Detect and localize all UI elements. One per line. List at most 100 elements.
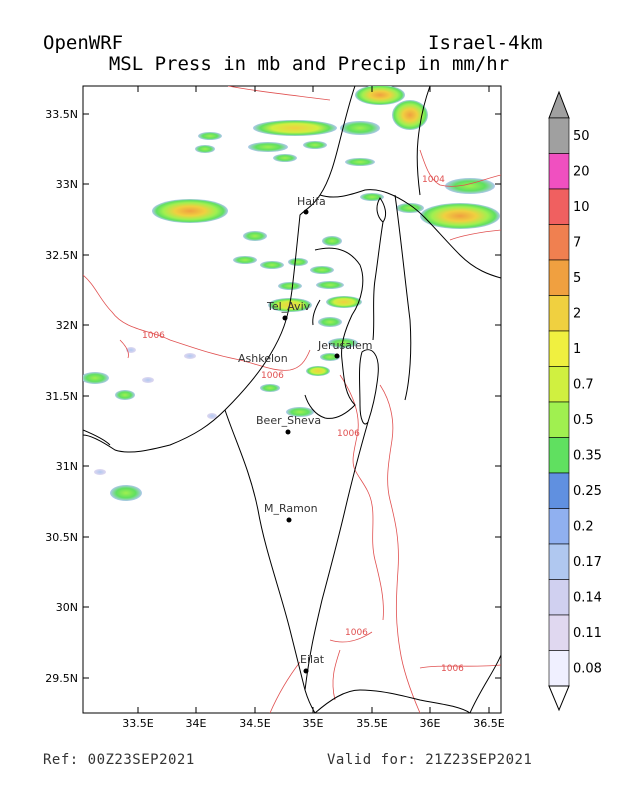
- lat-tick-label: 32N: [56, 319, 78, 332]
- colorbar-swatch: [548, 153, 570, 190]
- gulf-of-aqaba: [314, 689, 471, 713]
- chart-title: MSL Press in mb and Precip in mm/hr: [108, 53, 510, 75]
- colorbar-swatch: [548, 295, 570, 332]
- city-label-ashkelon: Ashkelon: [238, 352, 288, 365]
- precip-cell: [286, 407, 314, 417]
- lat-tick-label: 30.5N: [45, 531, 78, 544]
- lat-tick-label: 31.5N: [45, 390, 78, 403]
- precip-cells: [83, 86, 500, 501]
- nile-delta-coast: [83, 429, 111, 446]
- lon-tick-label: 33.5E: [122, 717, 153, 730]
- precip-cell: [83, 372, 109, 384]
- precip-cell: [243, 231, 267, 241]
- colorbar-swatch: [548, 330, 570, 367]
- colorbar-swatch: [548, 188, 570, 225]
- precip-cell: [278, 282, 302, 290]
- precip-cell: [303, 141, 327, 149]
- lon-tick-label: 35E: [303, 717, 324, 730]
- city-label-m-ramon: M_Ramon: [264, 502, 318, 515]
- precip-cell: [326, 296, 362, 308]
- precip-cell: [420, 203, 500, 229]
- lat-tick-label: 32.5N: [45, 249, 78, 262]
- precip-cell: [198, 132, 222, 140]
- colorbar-level-label: 0.25: [573, 484, 602, 499]
- precip-cell: [142, 377, 154, 383]
- city-dot-jerusalem: [334, 353, 340, 359]
- isobar-north: [227, 86, 331, 101]
- lon-tick-label: 36.5E: [473, 717, 504, 730]
- isobar-1006-valley-east: [379, 384, 421, 713]
- colorbar-level-label: 1: [573, 342, 581, 357]
- city-label-haifa: Haifa: [297, 195, 326, 208]
- lebanon-syria-border: [416, 86, 431, 196]
- coastlines-borders: [83, 86, 501, 713]
- precip-cell: [360, 193, 384, 201]
- colorbar-swatch: [548, 472, 570, 509]
- lat-tick-label: 31N: [56, 460, 78, 473]
- isobar-1006-south: [329, 631, 373, 643]
- sinai-border: [224, 409, 316, 713]
- city-label-beer-sheva: Beer_Sheva: [256, 414, 321, 427]
- jordan-river: [372, 221, 384, 341]
- arava-border: [304, 421, 369, 691]
- northern-border: [319, 189, 501, 279]
- precip-cell: [306, 366, 330, 376]
- precip-cell: [248, 142, 288, 152]
- colorbar-swatch: [548, 366, 570, 403]
- domain-title: Israel-4km: [428, 32, 543, 54]
- pressure-contours: [83, 86, 501, 713]
- lon-tick-label: 34.5E: [239, 717, 270, 730]
- precip-cell: [253, 120, 337, 136]
- colorbar-level-label: 0.7: [573, 377, 594, 392]
- isobar-arava: [332, 649, 341, 701]
- precip-cell: [273, 154, 297, 162]
- precip-cell: [310, 266, 334, 274]
- isobar-1006-west: [83, 274, 311, 371]
- precip-cell: [260, 384, 280, 392]
- city-label-tel-aviv: Tel_Aviv: [266, 300, 311, 313]
- lat-tick-label: 33N: [56, 178, 78, 191]
- colorbar: 50 20 10 7 5 2 1 0.7 0.5 0.35 0.25 0.2 0.17 0.14 0.11 0…: [548, 90, 602, 712]
- model-title: OpenWRF: [43, 32, 124, 54]
- west-bank-border: [304, 247, 364, 419]
- city-dot-eilat: [303, 668, 309, 674]
- colorbar-labels: 50 20 10 7 5 2 1 0.7 0.5 0.35 0.25 0.2 0.17 0.14 0.11 0…: [573, 129, 602, 677]
- precip-cell: [207, 413, 217, 419]
- run-reference: Ref: 00Z23SEP2021: [43, 752, 195, 768]
- isobar-1004: [419, 149, 501, 187]
- precip-cell: [94, 469, 106, 475]
- precip-cell: [322, 236, 342, 246]
- city-markers: Haifa Tel_Aviv Ashkelon Jerusalem Beer_S…: [238, 195, 373, 674]
- valid-time: Valid for: 21Z23SEP2021: [327, 752, 533, 768]
- precip-cell: [392, 100, 428, 130]
- lat-tick-label: 33.5N: [45, 108, 78, 121]
- precip-cell: [340, 121, 380, 135]
- colorbar-swatch: [548, 259, 570, 296]
- contour-label: 1006: [441, 664, 464, 674]
- colorbar-bottom-arrow: [548, 685, 570, 712]
- colorbar-swatch: [548, 650, 570, 687]
- precip-cell: [110, 485, 142, 501]
- map-frame: [82, 85, 502, 714]
- colorbar-swatch: [548, 543, 570, 580]
- precip-cell: [184, 353, 196, 359]
- contour-label: 1006: [142, 331, 165, 341]
- city-dot-tel-aviv: [282, 315, 288, 321]
- isobar-1006-loop: [119, 339, 129, 359]
- precip-cell: [318, 317, 342, 327]
- precip-cell: [126, 347, 136, 353]
- colorbar-swatch: [548, 401, 570, 438]
- colorbar-level-label: 5: [573, 271, 581, 286]
- colorbar-level-label: 0.08: [573, 661, 602, 676]
- colorbar-level-label: 0.2: [573, 519, 594, 534]
- contour-label: 1006: [337, 429, 360, 439]
- colorbar-swatch: [548, 224, 570, 261]
- gaza-strip: [312, 299, 321, 326]
- isobar-east: [449, 229, 501, 241]
- colorbar-level-label: 0.14: [573, 590, 602, 605]
- lat-tick-label: 29.5N: [45, 672, 78, 685]
- colorbar-level-label: 0.35: [573, 448, 602, 463]
- contour-label: 1006: [261, 371, 284, 381]
- colorbar-swatch: [548, 117, 570, 154]
